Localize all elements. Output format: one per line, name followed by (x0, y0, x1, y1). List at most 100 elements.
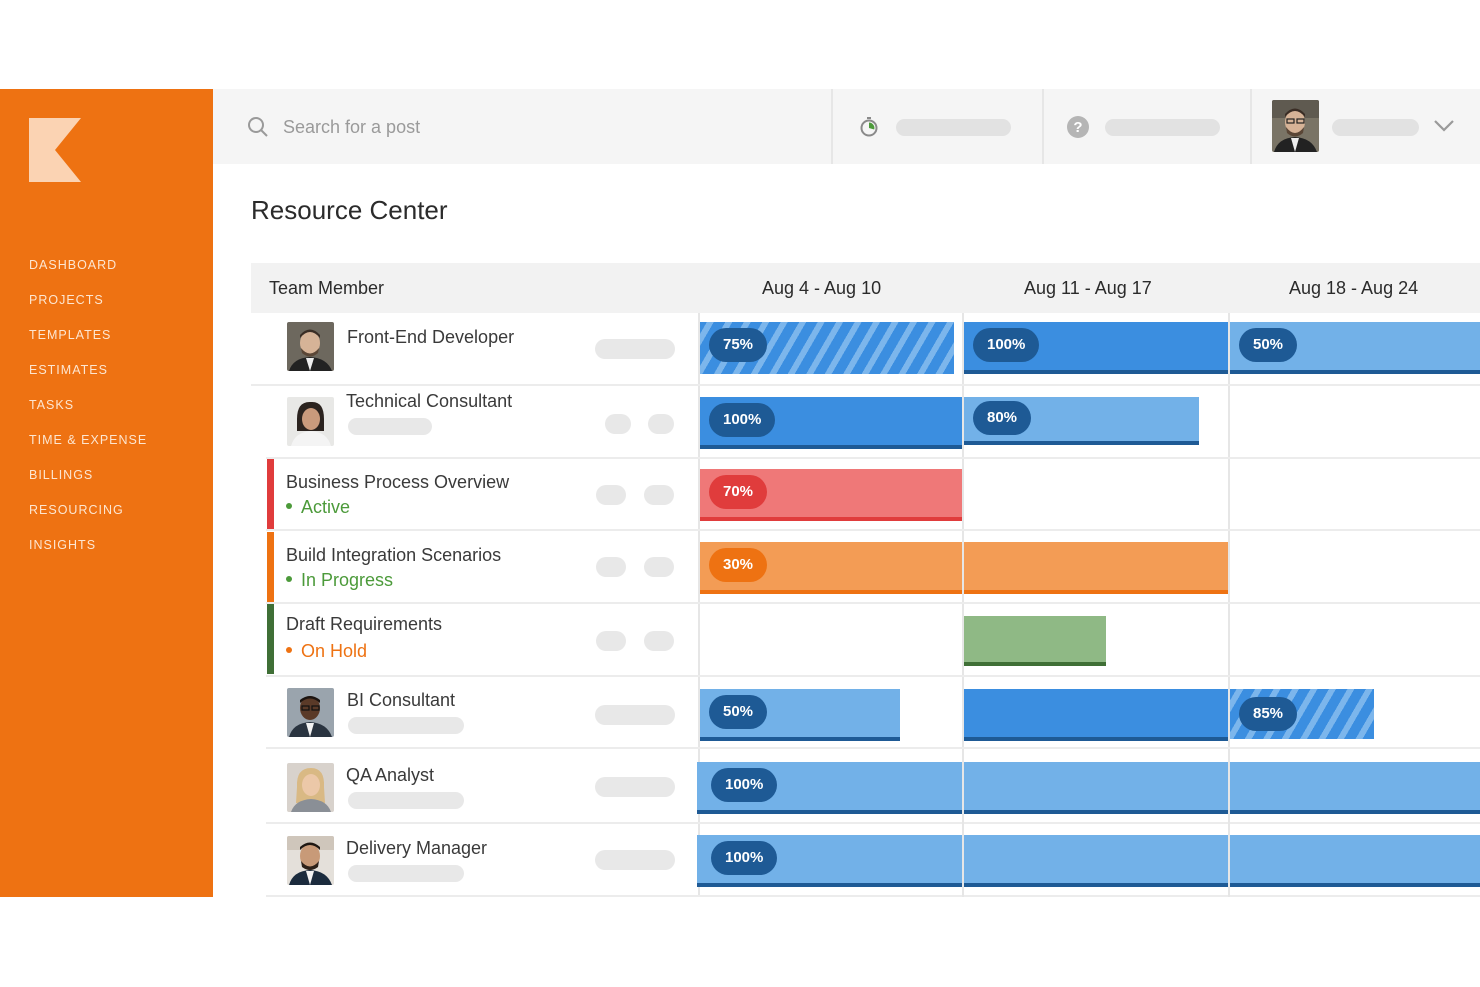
page-title: Resource Center (251, 195, 448, 225)
bar-underline (697, 810, 1480, 814)
divider (1250, 89, 1252, 164)
status-badge: On Hold (286, 641, 367, 662)
table-row[interactable]: Draft Requirements On Hold (266, 603, 698, 675)
allocation-badge: 75% (709, 328, 768, 362)
allocation-bar[interactable] (964, 689, 1228, 741)
avatar (287, 397, 334, 446)
sidebar-item-resourcing[interactable]: RESOURCING (29, 503, 124, 517)
chevron-down-icon[interactable] (1433, 119, 1455, 133)
avatar (287, 322, 334, 371)
project-accent (267, 459, 274, 529)
user-photo (287, 688, 334, 737)
main-content: Search for a post ? (213, 89, 1480, 897)
search-box[interactable]: Search for a post (247, 113, 420, 141)
user-photo (287, 763, 334, 812)
allocation-bar[interactable] (964, 616, 1106, 666)
table-row[interactable]: Technical Consultant (266, 386, 698, 458)
action-placeholder (596, 557, 626, 577)
member-name[interactable]: Delivery Manager (346, 838, 488, 858)
member-name[interactable]: Technical Consultant (346, 391, 513, 411)
subtitle-placeholder (348, 792, 464, 809)
action-placeholder (605, 414, 631, 434)
bar-underline (964, 590, 1228, 594)
sidebar-item-projects[interactable]: PROJECTS (29, 293, 104, 307)
allocation-bar[interactable]: 100% (964, 322, 1228, 374)
timer-placeholder (896, 119, 1011, 136)
avatar[interactable] (1272, 100, 1319, 152)
allocation-bar[interactable]: 50% (700, 689, 900, 741)
table-row[interactable]: Build Integration Scenarios In Progress (266, 531, 698, 603)
allocation-bar[interactable]: 100% (697, 835, 1480, 887)
bar-underline (697, 883, 1480, 887)
row-divider (251, 384, 1480, 386)
allocation-bar[interactable]: 100% (700, 397, 962, 449)
table-row[interactable]: Front-End Developer (266, 313, 698, 385)
subtitle-placeholder (348, 418, 432, 435)
allocation-badge: 30% (709, 548, 768, 582)
user-photo (287, 836, 334, 885)
column-header-week-3: Aug 18 - Aug 24 (1289, 278, 1419, 298)
status-badge: In Progress (286, 570, 393, 591)
allocation-bar[interactable]: 30% (700, 542, 962, 594)
project-accent (267, 532, 274, 602)
divider (831, 89, 833, 164)
grid-line (1228, 313, 1230, 897)
search-input[interactable]: Search for a post (283, 116, 421, 137)
table-row[interactable]: BI Consultant (266, 676, 698, 748)
user-photo (287, 397, 334, 446)
allocation-bar[interactable]: 100% (697, 762, 1480, 814)
sidebar-item-templates[interactable]: TEMPLATES (29, 328, 112, 342)
subtitle-placeholder (348, 717, 464, 734)
member-name[interactable]: QA Analyst (346, 765, 435, 785)
allocation-badge: 85% (1239, 697, 1298, 731)
logo-icon[interactable] (29, 118, 81, 182)
user-photo (1272, 100, 1319, 152)
project-accent (267, 604, 274, 674)
sidebar-item-insights[interactable]: INSIGHTS (29, 538, 97, 552)
table-row[interactable]: Delivery Manager (266, 822, 698, 894)
allocation-bar[interactable] (964, 542, 1228, 594)
capacity-placeholder (595, 777, 675, 797)
allocation-bar[interactable]: 85% (1230, 689, 1374, 739)
row-divider (266, 457, 1480, 459)
member-name[interactable]: Front-End Developer (347, 327, 515, 347)
project-name[interactable]: Business Process Overview (286, 472, 510, 492)
sidebar-item-dashboard[interactable]: DASHBOARD (29, 258, 118, 272)
sidebar-nav: DASHBOARD PROJECTS TEMPLATES ESTIMATES T… (29, 250, 147, 565)
sidebar-item-time-expense[interactable]: TIME & EXPENSE (29, 433, 148, 447)
status-label: On Hold (301, 641, 368, 661)
member-name[interactable]: BI Consultant (347, 690, 456, 710)
user-photo (287, 322, 334, 371)
status-dot (286, 647, 292, 654)
sidebar-item-estimates[interactable]: ESTIMATES (29, 363, 108, 377)
sidebar-item-billings[interactable]: BILLINGS (29, 468, 94, 482)
action-placeholder (644, 557, 674, 577)
allocation-bar[interactable]: 80% (964, 397, 1199, 445)
sidebar-item-tasks[interactable]: TASKS (29, 398, 75, 412)
help-placeholder (1105, 119, 1220, 136)
bar-underline (700, 590, 962, 594)
avatar (287, 688, 334, 737)
grid-line (698, 313, 700, 897)
project-name[interactable]: Draft Requirements (286, 614, 443, 634)
row-divider (266, 529, 1480, 531)
action-placeholder (648, 414, 674, 434)
table-row[interactable]: QA Analyst (266, 749, 698, 821)
allocation-badge: 50% (1239, 328, 1298, 362)
action-placeholder (596, 485, 626, 505)
bar-underline (964, 662, 1106, 666)
stopwatch-icon[interactable] (858, 116, 880, 138)
row-divider (266, 747, 1480, 749)
svg-text:?: ? (1073, 119, 1082, 136)
column-header-week-1: Aug 4 - Aug 10 (762, 278, 882, 298)
allocation-badge: 80% (973, 401, 1032, 435)
row-divider (266, 822, 1480, 824)
grid-line (962, 762, 964, 897)
project-name[interactable]: Build Integration Scenarios (286, 545, 502, 565)
allocation-bar[interactable]: 75% (700, 322, 954, 374)
help-icon[interactable]: ? (1066, 115, 1090, 139)
allocation-bar[interactable]: 50% (1230, 322, 1480, 374)
table-row[interactable]: Business Process Overview Active (266, 458, 698, 530)
action-placeholder (644, 485, 674, 505)
allocation-bar[interactable]: 70% (700, 469, 962, 521)
